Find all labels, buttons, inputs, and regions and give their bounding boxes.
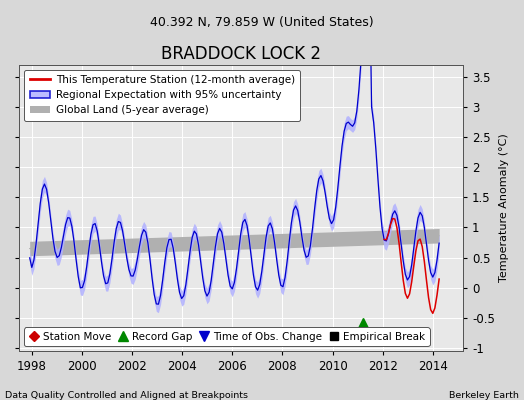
Text: Berkeley Earth: Berkeley Earth [449, 391, 519, 400]
Legend: Station Move, Record Gap, Time of Obs. Change, Empirical Break: Station Move, Record Gap, Time of Obs. C… [25, 328, 430, 346]
Y-axis label: Temperature Anomaly (°C): Temperature Anomaly (°C) [499, 133, 509, 282]
Title: BRADDOCK LOCK 2: BRADDOCK LOCK 2 [161, 45, 321, 63]
Text: Data Quality Controlled and Aligned at Breakpoints: Data Quality Controlled and Aligned at B… [5, 391, 248, 400]
Text: 40.392 N, 79.859 W (United States): 40.392 N, 79.859 W (United States) [150, 16, 374, 29]
